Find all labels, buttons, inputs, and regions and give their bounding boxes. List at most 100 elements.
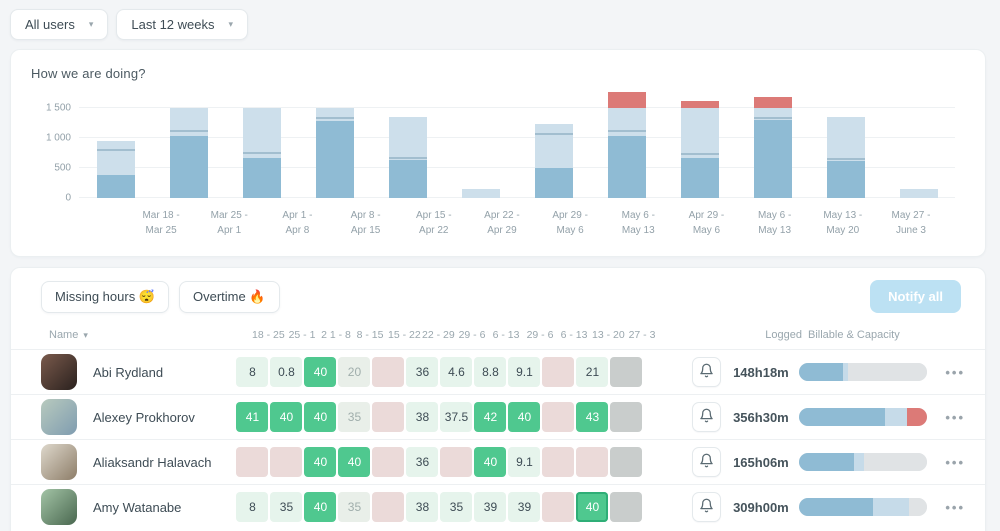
week-bar[interactable] (242, 90, 281, 198)
hours-cell[interactable] (372, 492, 405, 522)
hours-cell[interactable]: 21 (576, 357, 609, 387)
hours-cell[interactable]: 37.5 (440, 402, 473, 432)
week-bar[interactable] (388, 90, 427, 198)
week-column-header: 6 - 13 (560, 329, 588, 341)
notify-user-button[interactable] (692, 492, 722, 522)
hours-cell[interactable] (236, 447, 269, 477)
hours-cell[interactable]: 39 (474, 492, 507, 522)
hours-cell[interactable] (576, 447, 609, 477)
hours-cell[interactable]: 35 (440, 492, 473, 522)
target-marker-line (242, 152, 281, 154)
x-axis-tick-label: Apr 29 - May 6 (552, 210, 588, 236)
hours-cell[interactable]: 40 (474, 447, 507, 477)
hours-cell[interactable]: 40 (576, 492, 609, 522)
hours-cell[interactable]: 40 (508, 402, 541, 432)
hours-cell[interactable]: 36 (406, 447, 439, 477)
week-column-header: 13 - 20 (592, 329, 625, 341)
hours-cell[interactable]: 9.1 (508, 447, 541, 477)
blue-bar-segment (799, 453, 855, 471)
week-bar[interactable] (96, 90, 135, 198)
chart-gridline (79, 137, 955, 138)
hours-cell[interactable]: 8.8 (474, 357, 507, 387)
lightblue-bar-segment (842, 363, 848, 381)
hours-cell[interactable] (440, 447, 473, 477)
week-bar[interactable] (607, 90, 646, 198)
capacity-segment (461, 189, 500, 198)
hours-cell[interactable]: 35 (338, 492, 371, 522)
week-bar[interactable] (461, 90, 500, 198)
hours-cell[interactable]: 38 (406, 402, 439, 432)
hours-cell[interactable]: 40 (270, 402, 303, 432)
hours-cell[interactable]: 8 (236, 357, 269, 387)
hours-cell[interactable]: 40 (304, 447, 337, 477)
hours-cell[interactable]: 4.6 (440, 357, 473, 387)
logged-segment (96, 174, 135, 198)
week-bar[interactable] (534, 90, 573, 198)
week-column-header: 29 - 6 (526, 329, 554, 341)
hours-cell[interactable]: 40 (304, 402, 337, 432)
hours-cell[interactable] (542, 447, 575, 477)
notify-user-button[interactable] (692, 447, 722, 477)
row-menu-button[interactable]: ••• (945, 364, 965, 380)
chart-bar-slot (736, 90, 809, 198)
week-bar[interactable] (899, 90, 938, 198)
hours-cell[interactable]: 8 (236, 492, 269, 522)
sleepy-face-emoji-icon: 😴 (138, 288, 156, 304)
hours-cell[interactable]: 42 (474, 402, 507, 432)
track-bar-segment (864, 453, 928, 471)
hours-cell[interactable] (372, 402, 405, 432)
missing-hours-button[interactable]: Missing hours 😴 (41, 280, 170, 313)
name-column-header[interactable]: Name ▾ (49, 329, 88, 341)
hours-cell[interactable]: 38 (406, 492, 439, 522)
x-axis-tick-label: Mar 25 - Apr 1 (210, 210, 248, 236)
hours-cell[interactable] (542, 492, 575, 522)
week-bar[interactable] (680, 90, 719, 198)
hours-cell[interactable]: 40 (304, 492, 337, 522)
week-bar[interactable] (826, 90, 865, 198)
y-axis-tick-label: 500 (54, 162, 71, 174)
bell-icon (699, 498, 714, 516)
notify-all-button[interactable]: Notify all (870, 280, 961, 313)
week-cells: 8 35 40 35 38 35 39 39 40 (236, 492, 644, 522)
hours-cell[interactable] (372, 447, 405, 477)
users-filter-dropdown[interactable]: All users ▾ (10, 9, 109, 40)
sort-down-icon: ▾ (83, 329, 88, 340)
row-menu-button[interactable]: ••• (945, 454, 965, 470)
hours-cell[interactable]: 39 (508, 492, 541, 522)
hours-cell[interactable]: 41 (236, 402, 269, 432)
hours-cell[interactable]: 20 (338, 357, 371, 387)
lightblue-bar-segment (885, 408, 907, 426)
notify-user-button[interactable] (692, 357, 722, 387)
hours-cell[interactable]: 43 (576, 402, 609, 432)
hours-cell[interactable] (372, 357, 405, 387)
user-name: Abi Rydland (93, 364, 164, 380)
hours-cell[interactable]: 36 (406, 357, 439, 387)
chart-gridline (79, 197, 955, 198)
notify-user-button[interactable] (692, 402, 722, 432)
week-bar[interactable] (315, 90, 354, 198)
hours-cell[interactable]: 35 (270, 492, 303, 522)
hours-cell[interactable] (610, 402, 643, 432)
hours-cell[interactable]: 40 (338, 447, 371, 477)
daterange-filter-dropdown[interactable]: Last 12 weeks ▾ (116, 9, 249, 40)
row-menu-button[interactable]: ••• (945, 499, 965, 515)
user-name: Alexey Prokhorov (93, 409, 195, 425)
row-menu-button[interactable]: ••• (945, 409, 965, 425)
hours-cell[interactable]: 35 (338, 402, 371, 432)
overtime-button[interactable]: Overtime 🔥 (179, 280, 280, 313)
hours-cell[interactable]: 9.1 (508, 357, 541, 387)
hours-cell[interactable] (610, 447, 643, 477)
hours-cell[interactable] (610, 492, 643, 522)
track-bar-segment (909, 498, 928, 516)
hours-cell[interactable] (270, 447, 303, 477)
x-axis-tick-label: Apr 15 - Apr 22 (415, 210, 452, 236)
week-bar[interactable] (753, 90, 792, 198)
hours-cell[interactable] (542, 357, 575, 387)
hours-cell[interactable]: 40 (304, 357, 337, 387)
hours-cell[interactable]: 0.8 (270, 357, 303, 387)
week-bar[interactable] (169, 90, 208, 198)
hours-cell[interactable] (610, 357, 643, 387)
week-cells: 40 40 36 40 9.1 (236, 447, 644, 477)
daterange-filter-label: Last 12 weeks (131, 17, 215, 32)
hours-cell[interactable] (542, 402, 575, 432)
